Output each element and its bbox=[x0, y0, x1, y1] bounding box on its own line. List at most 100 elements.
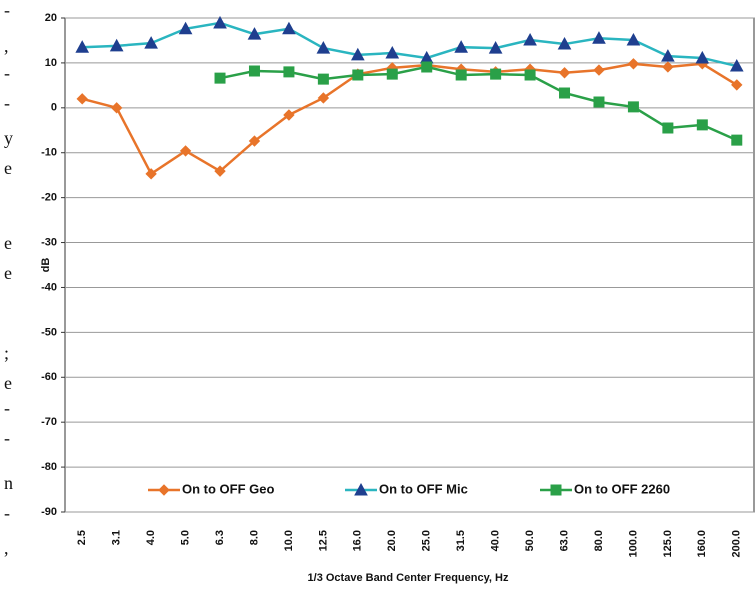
y-tick-label: -70 bbox=[41, 416, 57, 428]
data-point bbox=[661, 49, 675, 62]
margin-text: - bbox=[4, 428, 10, 448]
data-point bbox=[350, 47, 365, 61]
margin-text: e bbox=[4, 373, 12, 393]
data-point bbox=[523, 32, 537, 46]
x-tick-label: 6.3 bbox=[214, 530, 226, 545]
y-tick-label: -10 bbox=[41, 147, 57, 159]
data-point bbox=[76, 93, 88, 105]
margin-text: - bbox=[4, 398, 10, 418]
data-point bbox=[627, 58, 640, 70]
x-tick-label: 100.0 bbox=[627, 530, 639, 558]
data-point bbox=[490, 68, 502, 80]
data-point bbox=[75, 40, 90, 53]
margin-text: ; bbox=[4, 343, 9, 363]
data-point bbox=[248, 135, 261, 147]
data-point bbox=[593, 96, 605, 108]
margin-text: - bbox=[4, 503, 10, 523]
plot-area bbox=[64, 17, 755, 513]
x-tick-label: 10.0 bbox=[283, 530, 295, 551]
data-point bbox=[282, 21, 296, 35]
data-point bbox=[662, 122, 674, 134]
margin-text: e bbox=[4, 263, 12, 283]
x-axis-title: 1/3 Octave Band Center Frequency, Hz bbox=[308, 572, 509, 584]
data-point bbox=[559, 87, 571, 99]
data-point bbox=[592, 31, 606, 44]
y-tick-label: -30 bbox=[41, 236, 57, 248]
x-tick-label: 63.0 bbox=[558, 530, 570, 551]
x-tick-label: 3.1 bbox=[111, 530, 123, 545]
x-tick-label: 5.0 bbox=[179, 530, 191, 545]
series-line bbox=[81, 62, 738, 176]
data-point bbox=[283, 66, 295, 78]
data-point bbox=[731, 79, 743, 91]
data-point bbox=[352, 69, 364, 81]
x-tick-label: 80.0 bbox=[593, 530, 605, 551]
series-line bbox=[219, 65, 738, 142]
data-point bbox=[145, 168, 157, 180]
data-point bbox=[109, 38, 124, 52]
x-tick-label: 40.0 bbox=[490, 530, 502, 551]
data-point bbox=[455, 69, 467, 81]
series-line bbox=[82, 21, 738, 68]
data-point bbox=[178, 21, 193, 35]
data-point bbox=[385, 45, 400, 59]
data-point bbox=[248, 65, 260, 77]
x-tick-label: 25.0 bbox=[421, 530, 433, 551]
data-point bbox=[729, 59, 744, 72]
x-tick-label: 2.5 bbox=[76, 530, 88, 545]
data-point bbox=[386, 68, 398, 80]
data-point bbox=[110, 102, 123, 114]
y-axis-title: dB bbox=[40, 258, 52, 273]
legend-marker bbox=[354, 482, 368, 496]
x-tick-label: 12.5 bbox=[317, 530, 329, 551]
y-tick-label: -40 bbox=[41, 281, 57, 293]
margin-text: e bbox=[4, 158, 12, 178]
data-point bbox=[593, 64, 605, 76]
legend-marker bbox=[550, 484, 562, 496]
data-point bbox=[317, 73, 329, 85]
y-tick-label: -50 bbox=[41, 326, 57, 338]
margin-text: , bbox=[4, 538, 9, 558]
y-tick-label: 0 bbox=[51, 102, 57, 114]
data-point bbox=[247, 27, 262, 40]
legend-label: On to OFF Mic bbox=[379, 481, 468, 496]
data-point bbox=[524, 69, 536, 81]
margin-text: - bbox=[4, 0, 10, 20]
data-point bbox=[695, 50, 710, 64]
x-tick-label: 31.5 bbox=[455, 530, 467, 551]
x-tick-label: 200.0 bbox=[731, 530, 743, 558]
x-tick-label: 8.0 bbox=[248, 530, 260, 545]
data-point bbox=[283, 109, 295, 121]
y-tick-label: 10 bbox=[45, 57, 57, 69]
margin-text: y bbox=[4, 128, 13, 148]
data-point bbox=[558, 67, 571, 79]
data-point bbox=[316, 41, 331, 54]
x-tick-label: 50.0 bbox=[524, 530, 536, 551]
data-point bbox=[213, 15, 227, 29]
data-point bbox=[488, 41, 503, 54]
y-tick-label: -20 bbox=[41, 192, 57, 204]
data-point bbox=[696, 119, 708, 131]
y-tick-label: -90 bbox=[41, 506, 57, 518]
data-point bbox=[731, 134, 743, 146]
margin-text: - bbox=[4, 63, 10, 83]
y-tick-label: 20 bbox=[45, 12, 57, 24]
data-point bbox=[421, 61, 433, 73]
data-point bbox=[214, 72, 226, 84]
x-tick-label: 16.0 bbox=[352, 530, 364, 551]
y-tick-label: -60 bbox=[41, 371, 57, 383]
data-point bbox=[214, 165, 226, 177]
x-tick-label: 160.0 bbox=[696, 530, 708, 558]
margin-text: n bbox=[4, 473, 13, 493]
data-point bbox=[557, 37, 572, 50]
data-point bbox=[627, 101, 639, 113]
data-point bbox=[179, 145, 192, 157]
legend-marker bbox=[158, 484, 170, 496]
data-point bbox=[626, 32, 641, 46]
margin-text: , bbox=[4, 36, 9, 56]
x-tick-label: 125.0 bbox=[662, 530, 674, 558]
data-point bbox=[317, 92, 330, 104]
margin-text: - bbox=[4, 93, 10, 113]
data-point bbox=[144, 36, 158, 49]
